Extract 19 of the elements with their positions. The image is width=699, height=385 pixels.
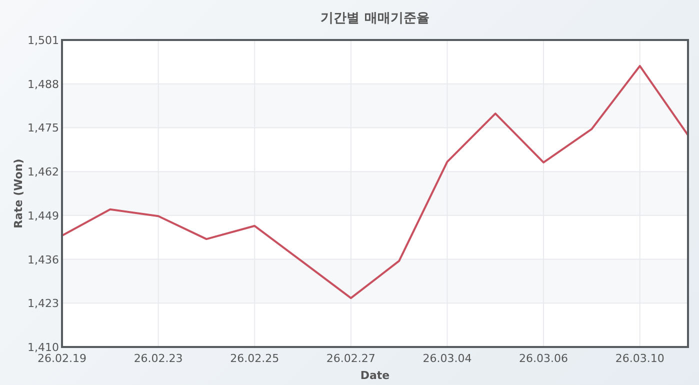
y-tick-label: 1,501 (28, 34, 59, 47)
y-axis-title: Rate (Won) (12, 158, 25, 228)
y-tick-label: 1,423 (28, 297, 59, 310)
y-tick-label: 1,475 (28, 122, 59, 135)
x-tick-label: 26.03.06 (519, 352, 568, 365)
x-tick-label: 26.02.25 (230, 352, 280, 365)
y-tick-label: 1,488 (28, 78, 59, 91)
x-tick-label: 26.02.27 (326, 352, 376, 365)
x-tick-label: 26.03.04 (422, 352, 472, 365)
x-tick-label: 26.03.10 (615, 352, 664, 365)
y-tick-label: 1,449 (28, 209, 59, 222)
x-axis-title: Date (360, 369, 390, 382)
y-tick-label: 1,462 (28, 166, 59, 179)
y-tick-label: 1,410 (28, 341, 59, 354)
y-tick-label: 1,436 (28, 253, 59, 266)
line-series (61, 64, 689, 300)
chart-title: 기간별 매매기준율 (320, 11, 430, 26)
x-tick-label: 26.02.23 (134, 352, 183, 365)
x-tick-label: 26.02.19 (38, 352, 86, 365)
